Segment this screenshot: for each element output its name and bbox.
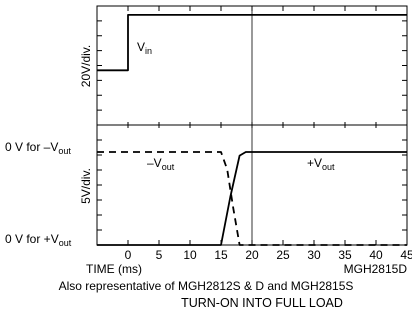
series-line-vout bbox=[97, 151, 407, 246]
y-label-bottom: 5V/div. bbox=[79, 168, 93, 204]
chart-title: TURN-ON INTO FULL LOAD bbox=[181, 296, 343, 310]
series-line-vin bbox=[97, 13, 407, 72]
x-tick-label: 5 bbox=[156, 248, 163, 262]
series-label-pos-vout: +Vout bbox=[307, 156, 335, 172]
x-tick-label: 10 bbox=[183, 248, 197, 262]
y-label-top: 20V/div. bbox=[79, 45, 93, 87]
x-tick-label: 45 bbox=[400, 248, 412, 262]
x-axis-title: TIME (ms) bbox=[86, 262, 142, 276]
plot-text: 0 5 10 15 20 25 30 35 40 45 Vin –Vout +Vout 20V/div. 5… bbox=[5, 40, 412, 310]
x-tick-label: 0 bbox=[125, 248, 132, 262]
x-tick-label: 20 bbox=[245, 248, 259, 262]
x-tick-label: 35 bbox=[338, 248, 352, 262]
series-label-vin: Vin bbox=[137, 40, 152, 56]
plot-series bbox=[97, 13, 407, 246]
x-tick-label: 15 bbox=[214, 248, 228, 262]
chart-note: Also representative of MGH2812S & D and … bbox=[59, 279, 354, 293]
x-tick-label: 40 bbox=[369, 248, 383, 262]
series-label-neg-vout: –Vout bbox=[147, 156, 175, 172]
ref-label-neg-zero: 0 V for –Vout bbox=[5, 140, 71, 156]
x-tick-label: 25 bbox=[276, 248, 290, 262]
x-tick-label: 30 bbox=[307, 248, 321, 262]
series-line-+vout bbox=[97, 151, 407, 246]
ref-label-pos-zero: 0 V for +Vout bbox=[5, 232, 72, 248]
part-number: MGH2815D bbox=[344, 262, 408, 276]
